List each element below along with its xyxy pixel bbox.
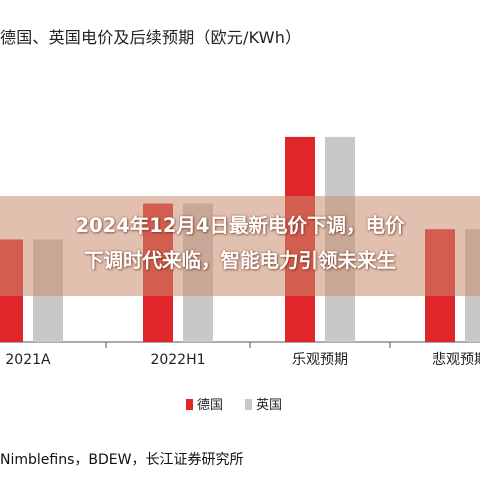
x-tick-label-0: 2021A <box>5 352 51 368</box>
chart-title: 德国、英国电价及后续预期（欧元/KWh） <box>0 28 302 47</box>
legend-item-uk: 英国 <box>245 394 282 413</box>
x-tick-label-3: 悲观预期 <box>432 351 480 368</box>
legend-swatch-uk <box>245 399 252 410</box>
legend-item-germany: 德国 <box>186 394 223 413</box>
x-tick-label-1: 2022H1 <box>150 352 205 368</box>
x-tick-label-2: 乐观预期 <box>292 352 348 368</box>
banner-line-1: 2024年12月4日最新电价下调，电价 <box>75 214 405 237</box>
legend-swatch-germany <box>186 399 193 410</box>
source-note: Nimblefins，BDEW，长江证券研究所 <box>0 452 244 468</box>
plot-axes <box>0 341 480 348</box>
legend-label-germany: 德国 <box>197 398 224 413</box>
chart-legend: 德国 英国 <box>0 394 480 416</box>
legend-label-uk: 英国 <box>256 398 283 413</box>
banner-line-2: 下调时代来临，智能电力引领未来生 <box>83 249 396 272</box>
plot-ticks: 2021A 2022H1 乐观预期 悲观预期 <box>5 351 480 368</box>
overlay-banner: 2024年12月4日最新电价下调，电价 下调时代来临，智能电力引领未来生 <box>0 196 480 296</box>
